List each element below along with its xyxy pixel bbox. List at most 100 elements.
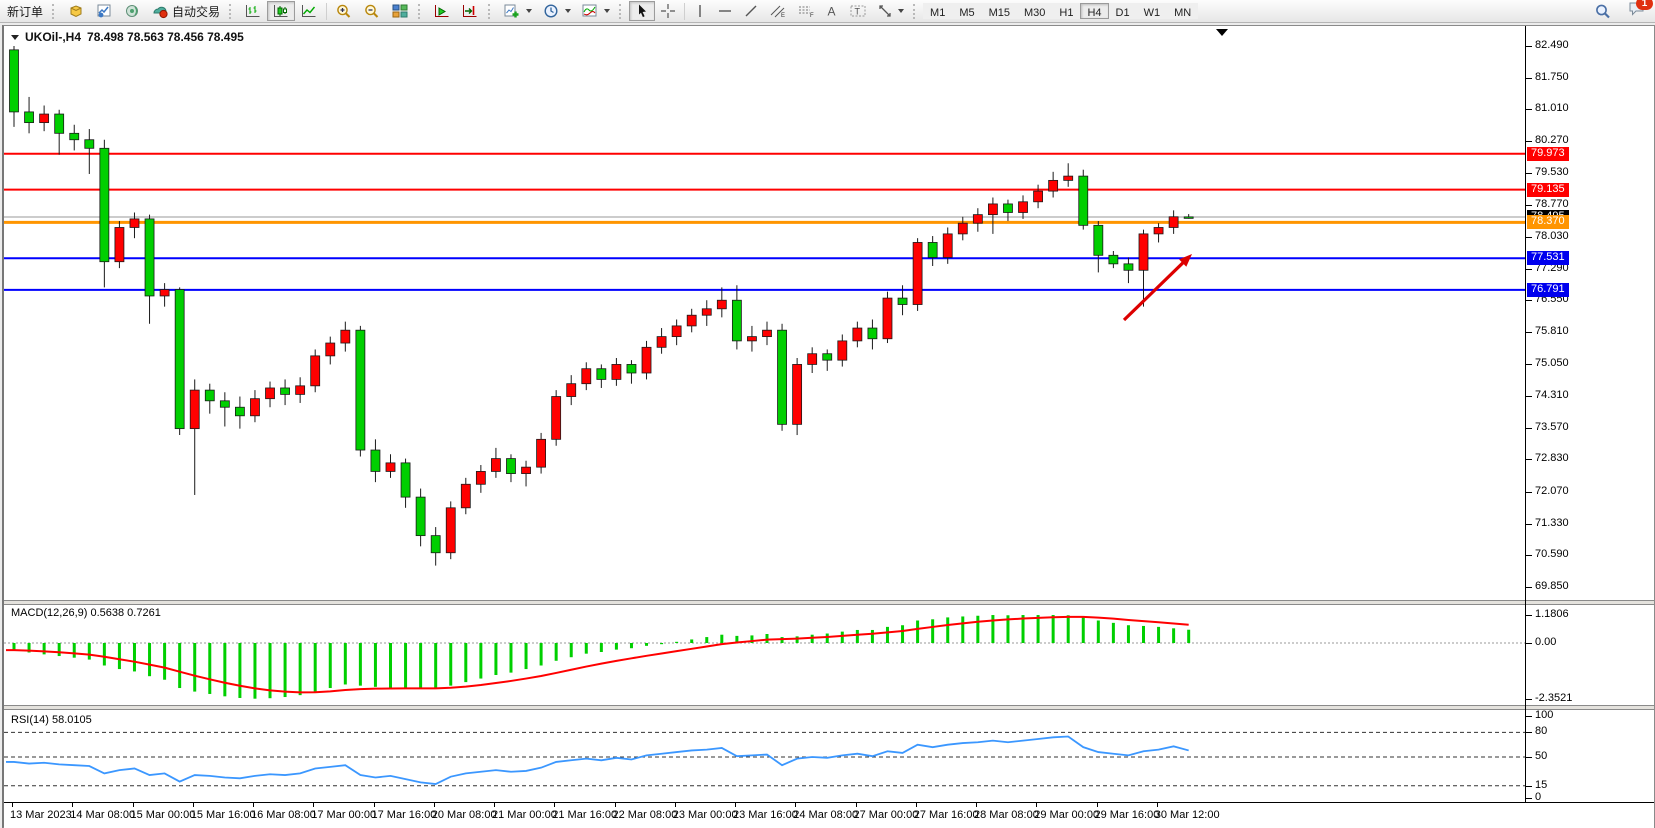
timeframe-H4[interactable]: H4 xyxy=(1080,3,1109,19)
trendline-button[interactable] xyxy=(738,1,764,21)
rsi-axis-tick: 15 xyxy=(1525,778,1548,791)
price-tick: 70.590 xyxy=(1526,548,1569,561)
arrows-button[interactable] xyxy=(872,1,909,21)
price-tick: 75.050 xyxy=(1526,357,1569,370)
horizontal-line-button[interactable] xyxy=(712,1,738,21)
rsi-chart[interactable] xyxy=(4,710,1525,802)
chart-shift-icon xyxy=(463,5,477,17)
time-label: 17 Mar 16:00 xyxy=(371,809,437,821)
timeframe-MN[interactable]: MN xyxy=(1167,3,1199,19)
time-label: 30 Mar 12:00 xyxy=(1154,809,1220,821)
price-tick: 72.830 xyxy=(1526,452,1569,465)
new-order-button[interactable]: 新订单 xyxy=(2,1,48,21)
rsi-axis-tick: 80 xyxy=(1525,725,1548,738)
search-icon xyxy=(1596,4,1610,18)
price-level-badge: 79.135 xyxy=(1527,182,1569,197)
autotrading-button[interactable]: 自动交易 xyxy=(146,1,225,21)
timeframe-group: M1 M5 M15 M30 H1 H4 D1 W1 MN xyxy=(923,3,1199,19)
price-tick: 78.770 xyxy=(1526,198,1569,211)
indicators-button[interactable] xyxy=(576,1,615,21)
crosshair-button[interactable] xyxy=(655,1,681,21)
data-window-button[interactable] xyxy=(90,1,118,21)
timeframe-M1[interactable]: M1 xyxy=(923,3,953,19)
time-tick xyxy=(132,803,134,807)
time-tick xyxy=(192,803,194,807)
sounds-button[interactable] xyxy=(118,1,146,21)
zoom-in-button[interactable] xyxy=(330,1,358,21)
time-label: 27 Mar 00:00 xyxy=(853,809,919,821)
time-tick xyxy=(494,803,495,807)
chart-line-icon xyxy=(302,5,316,17)
equidistant-channel-button[interactable]: E xyxy=(764,1,792,21)
time-label: 21 Mar 00:00 xyxy=(492,809,557,821)
time-tick xyxy=(373,803,375,807)
tile-windows-button[interactable] xyxy=(386,1,414,21)
chevron-down-icon xyxy=(526,9,533,13)
time-tick xyxy=(795,803,797,807)
toolbar-handle xyxy=(488,3,494,19)
autotrading-icon xyxy=(153,6,168,19)
search-button[interactable] xyxy=(1589,1,1617,21)
timeframe-H1[interactable]: H1 xyxy=(1052,3,1081,19)
new-chart-icon xyxy=(504,4,519,18)
data-window-icon xyxy=(97,4,111,18)
chart-title: UKOil-,H4 78.498 78.563 78.456 78.495 xyxy=(11,30,244,44)
timeframe-W1[interactable]: W1 xyxy=(1136,3,1168,19)
time-tick xyxy=(554,803,556,807)
cursor-icon xyxy=(639,4,647,18)
chart-shift-marker[interactable] xyxy=(1216,29,1228,36)
zoom-out-button[interactable] xyxy=(358,1,386,21)
text-button[interactable]: A xyxy=(820,1,844,21)
tile-windows-icon xyxy=(392,4,408,18)
rsi-axis-tick: 100 xyxy=(1525,709,1554,721)
text-label-icon: T xyxy=(850,5,866,17)
chevron-down-icon xyxy=(11,34,19,40)
chat-button[interactable]: 1 xyxy=(1627,0,1653,22)
chart-candles-icon xyxy=(274,5,288,17)
fibonacci-icon: F xyxy=(799,6,814,19)
timeframe-M5[interactable]: M5 xyxy=(952,3,982,19)
cursor-button[interactable] xyxy=(629,1,656,21)
indicators-icon xyxy=(582,4,597,17)
arrows-icon xyxy=(879,5,891,17)
price-tick: 74.310 xyxy=(1526,389,1569,402)
chart-bars-button[interactable] xyxy=(239,1,267,21)
chart-candles-button[interactable] xyxy=(267,1,296,21)
chart-symbol-period: UKOil-,H4 xyxy=(25,30,82,44)
price-tick: 69.850 xyxy=(1526,579,1569,592)
time-label: 27 Mar 16:00 xyxy=(913,809,979,821)
timeframe-M15[interactable]: M15 xyxy=(981,3,1017,19)
trendline-icon xyxy=(745,5,757,17)
fibonacci-button[interactable]: F xyxy=(792,1,820,21)
rsi-pane[interactable] xyxy=(4,710,1525,802)
chart-shift-button[interactable] xyxy=(456,1,484,21)
price-tick: 80.270 xyxy=(1526,134,1569,147)
pane-splitter[interactable] xyxy=(4,600,1654,605)
chart-window: UKOil-,H4 78.498 78.563 78.456 78.495 MA… xyxy=(2,25,1655,828)
macd-pane[interactable] xyxy=(4,603,1525,706)
timeframe-D1[interactable]: D1 xyxy=(1108,3,1137,19)
time-label: 29 Mar 16:00 xyxy=(1094,809,1160,821)
toolbar-right-tools: 1 xyxy=(1589,0,1653,22)
new-chart-button[interactable] xyxy=(498,1,537,21)
market-watch-button[interactable] xyxy=(62,1,90,21)
candlestick-chart[interactable] xyxy=(4,26,1525,600)
text-label-button[interactable]: T xyxy=(844,1,872,21)
macd-chart[interactable] xyxy=(4,603,1525,706)
time-tick xyxy=(1036,803,1038,807)
pane-splitter[interactable] xyxy=(4,705,1654,710)
main-chart-pane[interactable] xyxy=(4,26,1525,600)
time-label: 23 Mar 00:00 xyxy=(672,809,738,821)
chevron-down-icon xyxy=(565,9,572,13)
periods-button[interactable] xyxy=(537,1,576,21)
text-icon: A xyxy=(828,5,836,19)
time-tick xyxy=(976,803,977,807)
vertical-line-icon xyxy=(699,5,701,17)
time-axis[interactable]: 13 Mar 2023 14 Mar 08:00 15 Mar 00:00 15 Ma… xyxy=(4,802,1654,828)
timeframe-M30[interactable]: M30 xyxy=(1017,3,1053,19)
vertical-line-button[interactable] xyxy=(688,1,712,21)
price-axis[interactable]: 82.490 81.750 81.010 80.270 79.530 78.770 78.0… xyxy=(1525,26,1654,803)
chart-line-button[interactable] xyxy=(295,1,323,21)
auto-scroll-button[interactable] xyxy=(428,1,456,21)
time-tick xyxy=(855,803,857,807)
